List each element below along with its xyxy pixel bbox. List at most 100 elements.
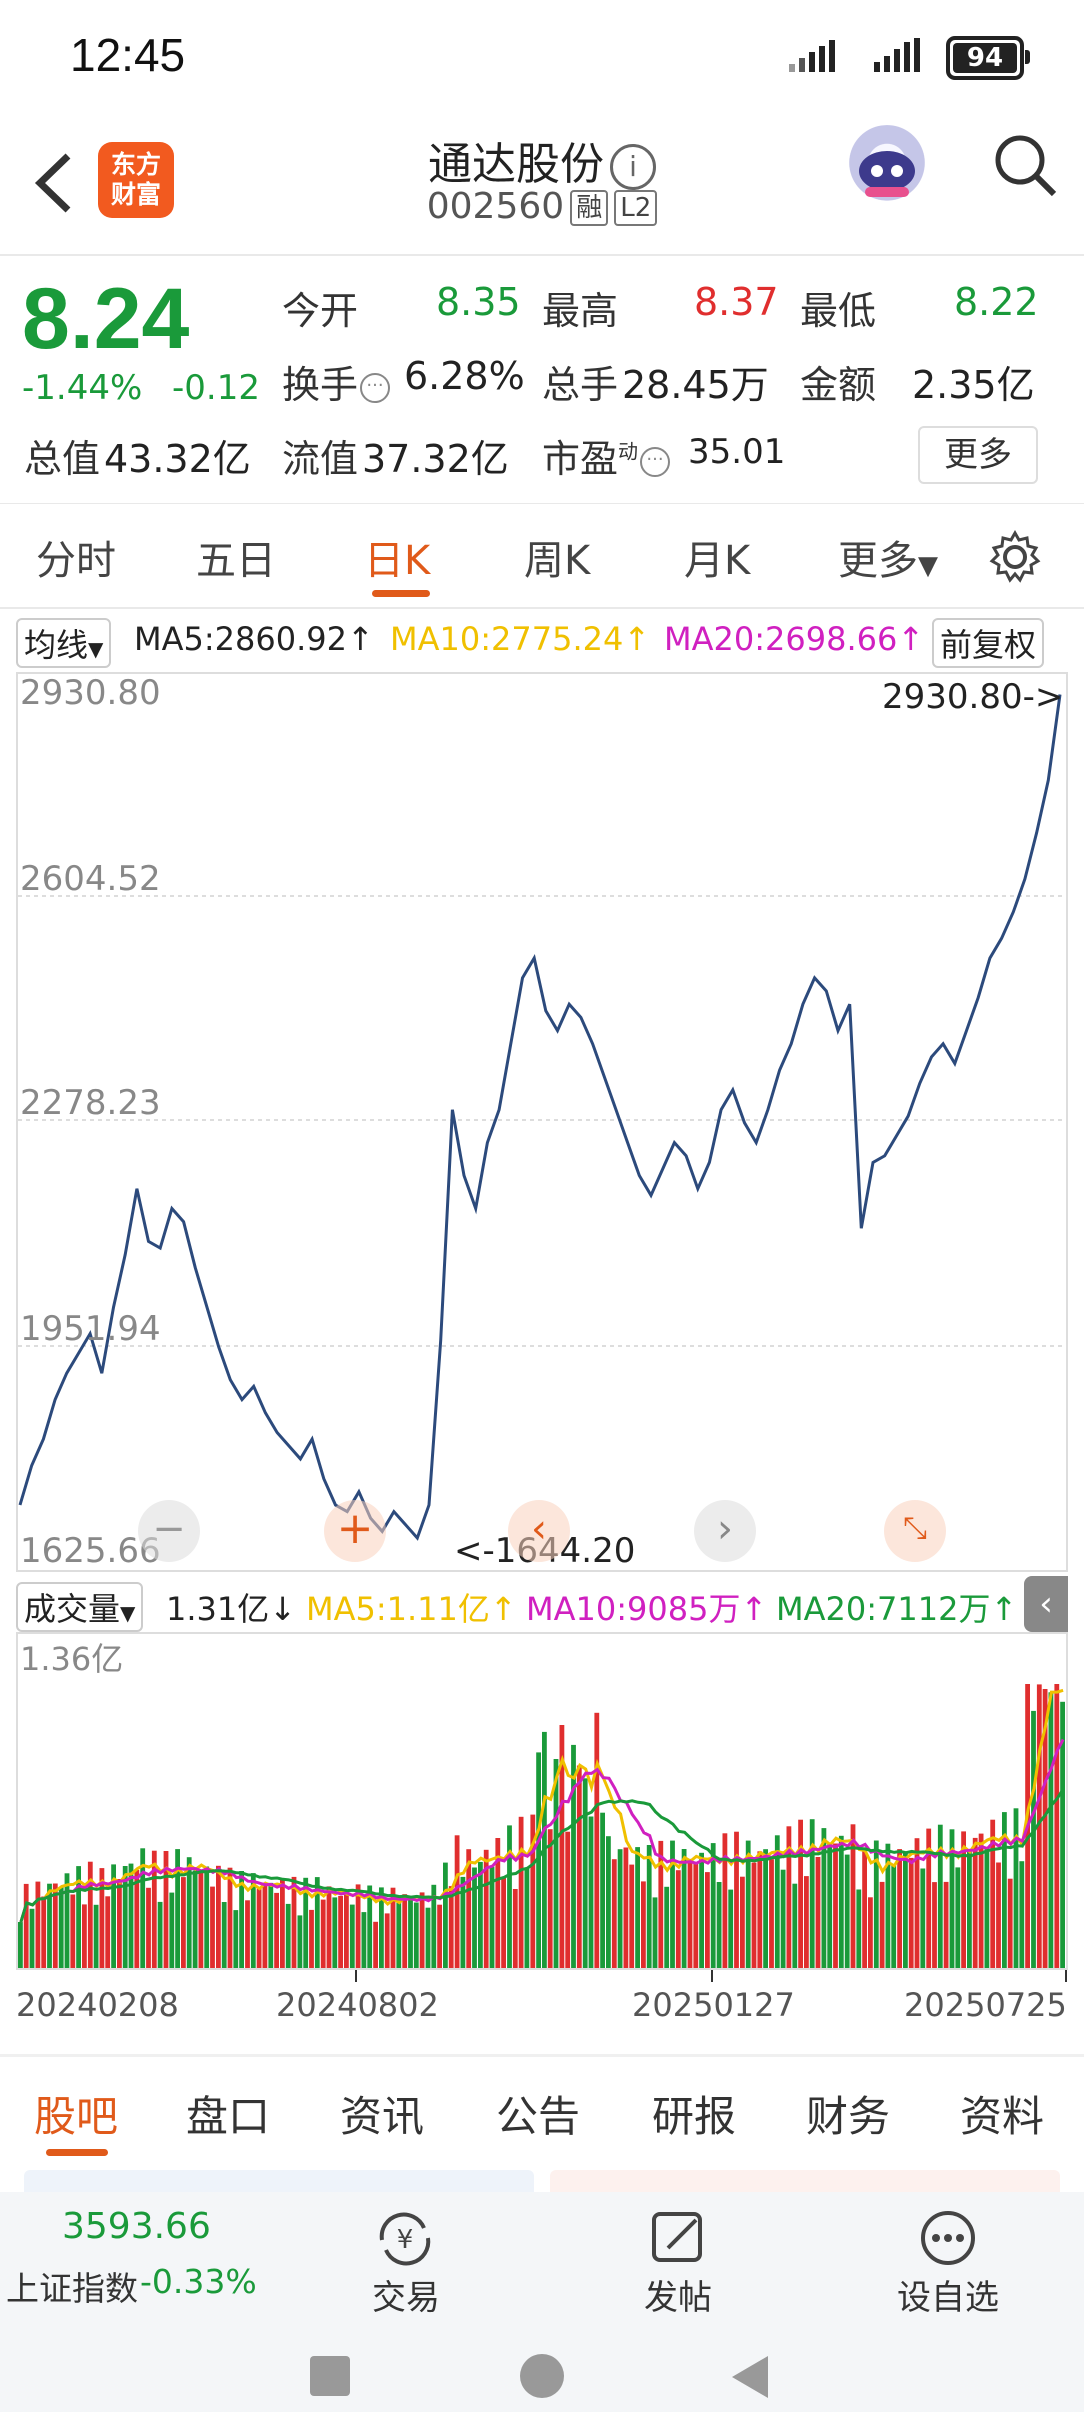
volume-bar xyxy=(320,1899,326,1968)
more-button[interactable]: 更多 xyxy=(918,426,1038,484)
volume-bar xyxy=(76,1866,81,1968)
volume-bar xyxy=(856,1889,862,1968)
volume-bar xyxy=(687,1858,693,1968)
low-label: 最低 xyxy=(800,289,877,333)
volume-bar xyxy=(390,1887,396,1968)
volume-bar xyxy=(745,1840,751,1968)
trade-button[interactable]: 交易 xyxy=(372,2278,440,2318)
volume-bar xyxy=(227,1867,233,1968)
volume-bar xyxy=(641,1881,646,1968)
volume-bar xyxy=(454,1835,460,1968)
collapse-panel-icon[interactable]: ‹ xyxy=(1024,1576,1068,1632)
y-label-4: 1625.66 xyxy=(20,1531,161,1570)
edit-post-icon[interactable] xyxy=(648,2208,708,2268)
tab-forum[interactable]: 股吧 xyxy=(34,2092,119,2141)
volume-bar xyxy=(274,1892,279,1968)
add-watchlist-button[interactable]: 设自选 xyxy=(897,2278,999,2318)
volume-bar xyxy=(448,1886,454,1968)
volume-bar xyxy=(629,1864,635,1968)
margin-tag: 融 xyxy=(570,190,609,226)
volume-bar xyxy=(932,1882,937,1968)
volume-bar xyxy=(64,1873,70,1968)
settings-gear-icon[interactable] xyxy=(988,530,1042,584)
volume-bar xyxy=(675,1870,681,1968)
tab-research[interactable]: 研报 xyxy=(652,2092,737,2141)
price-chart[interactable]: 2930.80 2604.52 2278.23 1951.94 1625.66 … xyxy=(16,672,1068,1572)
volume-bar xyxy=(41,1896,47,1968)
volume-bar xyxy=(297,1915,303,1968)
y-label-1: 2604.52 xyxy=(20,859,161,899)
tab-monthly-k[interactable]: 月K xyxy=(684,538,751,584)
volume-bar xyxy=(221,1902,227,1968)
index-value[interactable]: 3593.66 xyxy=(62,2206,211,2247)
more-circle-icon[interactable] xyxy=(918,2208,978,2268)
scroll-right-icon[interactable]: › xyxy=(694,1500,756,1562)
recents-nav-icon[interactable] xyxy=(310,2356,350,2396)
svg-text:¥: ¥ xyxy=(397,2225,414,2255)
volume-bar xyxy=(728,1889,734,1968)
zoom-out-icon[interactable]: − xyxy=(138,1500,200,1562)
search-icon[interactable] xyxy=(990,130,1060,200)
back-nav-icon[interactable] xyxy=(728,2354,772,2400)
high-label: 最高 xyxy=(542,289,619,333)
home-nav-icon[interactable] xyxy=(520,2354,564,2398)
volume-bar xyxy=(967,1849,972,1968)
tab-intraday[interactable]: 分时 xyxy=(36,538,116,584)
volume-bar xyxy=(472,1867,477,1968)
turnover-value: 6.28% xyxy=(404,354,525,398)
assistant-robot-icon[interactable] xyxy=(845,125,929,209)
tab-weekly-k[interactable]: 周K xyxy=(524,538,591,584)
volume-bar xyxy=(361,1912,367,1968)
tab-orderbook[interactable]: 盘口 xyxy=(186,2092,271,2141)
volume-bar xyxy=(652,1897,658,1968)
tab-more[interactable]: 更多▼ xyxy=(838,538,938,584)
volume-bar xyxy=(466,1849,472,1968)
volume-bar xyxy=(175,1849,180,1968)
volume-bar xyxy=(35,1881,41,1968)
volume-bar xyxy=(996,1862,1001,1968)
volume-bar xyxy=(903,1851,908,1968)
indicator-selector[interactable]: 成交量▼ xyxy=(16,1582,144,1632)
ma5-value: MA5:2860.92↑ xyxy=(134,620,374,658)
volume-bar xyxy=(710,1843,716,1968)
zoom-in-icon[interactable]: + xyxy=(324,1500,386,1562)
adjust-selector[interactable]: 前复权 xyxy=(932,618,1045,668)
tab-5day[interactable]: 五日 xyxy=(196,538,276,584)
post-button[interactable]: 发帖 xyxy=(644,2278,712,2318)
period-tabs: 分时 五日 日K 周K 月K 更多▼ xyxy=(0,504,1084,608)
info-icon[interactable]: i xyxy=(610,144,656,190)
volume-value-legend: 1.31亿↓ xyxy=(166,1590,297,1628)
volume-bar xyxy=(897,1849,902,1968)
pe-dots-icon[interactable]: ··· xyxy=(640,446,671,477)
volume-bar xyxy=(815,1857,821,1968)
more-dots-icon[interactable]: ··· xyxy=(360,372,391,403)
caret-down-icon: ▼ xyxy=(918,551,938,581)
tab-financials[interactable]: 财务 xyxy=(806,2092,891,2141)
tab-daily-k[interactable]: 日K xyxy=(364,538,431,584)
volume-bar xyxy=(961,1831,966,1968)
volume-bar xyxy=(850,1824,856,1968)
battery-icon: 94 xyxy=(946,36,1030,80)
volume-bar xyxy=(524,1868,530,1968)
vol-ma20-line xyxy=(19,1788,1065,1923)
volume-chart[interactable]: 1.36亿 xyxy=(16,1632,1068,1970)
volume-bar xyxy=(518,1816,524,1968)
volume-bar xyxy=(1042,1689,1048,1968)
tab-profile[interactable]: 资料 xyxy=(960,2092,1045,2141)
signal-icon xyxy=(789,40,835,72)
ma-legend: 均线▼ MA5:2860.92↑ MA10:2775.24↑ MA20:2698… xyxy=(0,612,1084,668)
back-icon[interactable] xyxy=(30,148,80,218)
volume-bar xyxy=(751,1862,757,1968)
trade-icon[interactable]: ¥ xyxy=(372,2210,438,2268)
volume-bar xyxy=(250,1873,256,1968)
tab-announcements[interactable]: 公告 xyxy=(496,2092,581,2141)
volume-bar xyxy=(314,1877,320,1968)
index-name[interactable]: 上证指数 xyxy=(6,2269,138,2308)
ma-selector[interactable]: 均线▼ xyxy=(16,618,112,668)
scroll-left-icon[interactable]: ‹ xyxy=(508,1500,570,1562)
volume-bar xyxy=(169,1892,175,1968)
volume-bar xyxy=(990,1819,996,1968)
tab-news[interactable]: 资讯 xyxy=(340,2092,425,2141)
reset-zoom-icon[interactable]: ⤡ xyxy=(884,1500,946,1562)
volume-bar xyxy=(349,1904,355,1968)
